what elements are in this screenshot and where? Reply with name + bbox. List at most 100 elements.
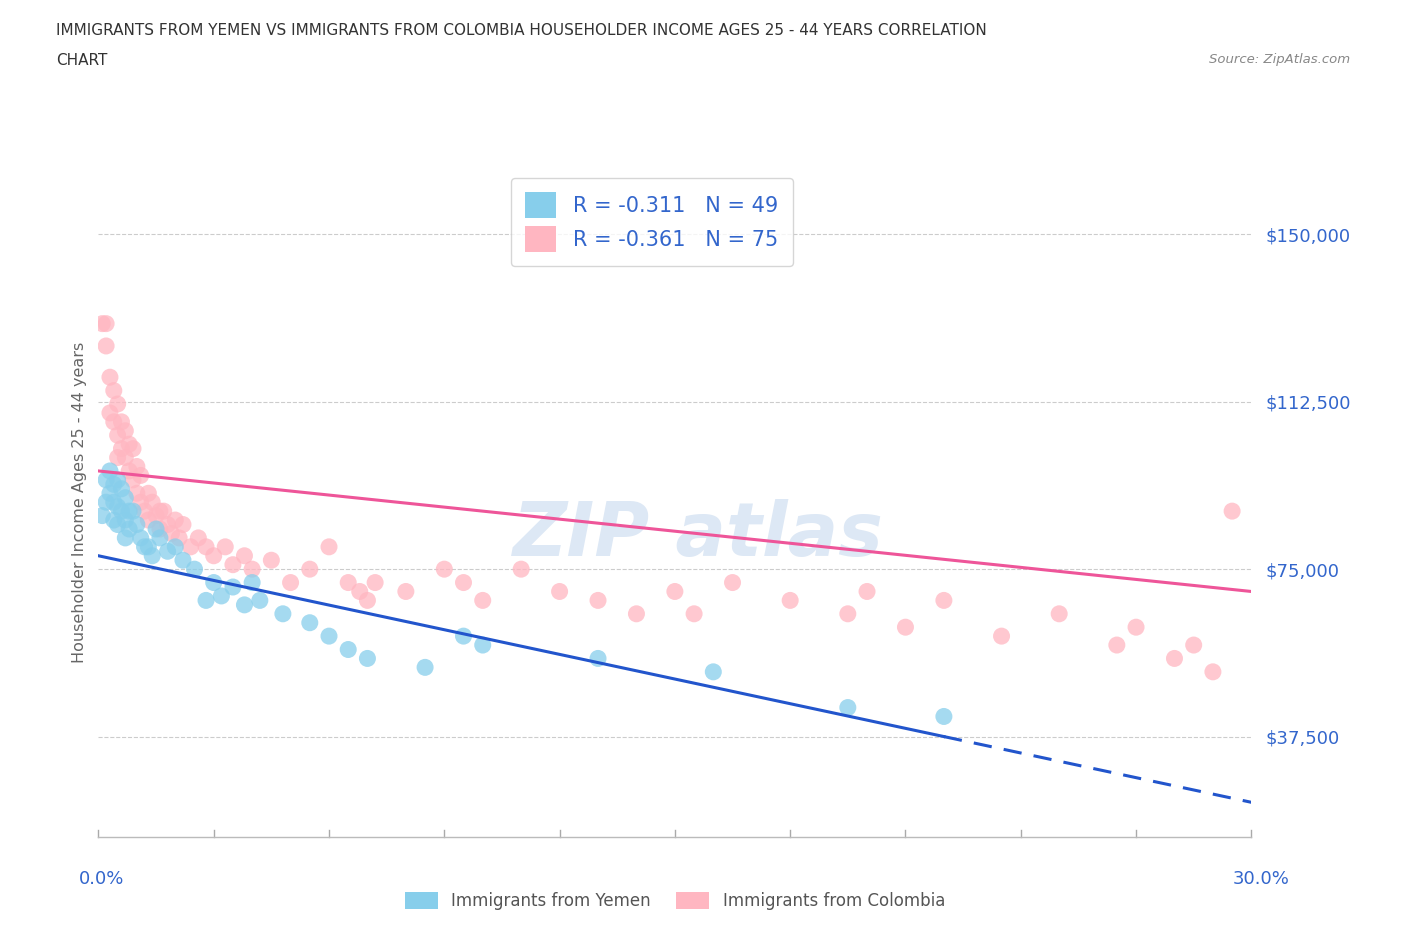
Point [138,539,160,554]
Point [110,482,132,497]
Point [1105,638,1128,653]
Point [1220,504,1243,519]
Point [349,584,371,599]
Point [94,339,117,353]
Point [114,490,136,505]
Point [172,552,194,567]
Point [138,512,160,527]
Point [172,517,194,532]
Point [114,450,136,465]
Point [134,504,156,519]
Point [114,530,136,545]
Point [337,575,360,590]
Point [134,539,156,554]
Point [125,485,148,500]
Point [1182,638,1205,653]
Point [138,485,160,500]
Point [125,459,148,474]
Point [1047,606,1070,621]
Point [364,575,387,590]
Point [453,629,475,644]
Point [118,522,141,537]
Point [149,504,172,519]
Point [183,562,205,577]
Text: IMMIGRANTS FROM YEMEN VS IMMIGRANTS FROM COLOMBIA HOUSEHOLDER INCOME AGES 25 - 4: IMMIGRANTS FROM YEMEN VS IMMIGRANTS FROM… [56,23,987,38]
Point [122,504,145,519]
Point [103,477,125,492]
Point [195,539,218,554]
Point [103,415,125,430]
Point [990,629,1012,644]
Point [433,562,456,577]
Point [298,562,321,577]
Point [837,700,859,715]
Point [94,495,117,510]
Point [1163,651,1185,666]
Point [118,437,141,452]
Point [145,508,167,523]
Point [471,593,494,608]
Point [103,383,125,398]
Point [356,651,378,666]
Point [318,629,340,644]
Point [586,593,609,608]
Point [94,316,117,331]
Point [94,472,117,487]
Point [160,526,183,541]
Point [356,593,378,608]
Point [214,539,236,554]
Point [180,539,202,554]
Text: 0.0%: 0.0% [79,870,124,888]
Point [107,396,129,411]
Point [91,316,114,331]
Point [233,549,256,564]
Point [702,664,724,679]
Point [932,593,955,608]
Text: ZIP atlas: ZIP atlas [513,499,883,572]
Point [240,562,263,577]
Point [202,575,225,590]
Point [165,512,187,527]
Point [141,549,163,564]
Point [98,370,121,385]
Point [156,517,179,532]
Text: 30.0%: 30.0% [1233,870,1289,888]
Point [664,584,686,599]
Point [271,606,294,621]
Point [125,517,148,532]
Point [129,530,152,545]
Point [510,562,533,577]
Point [337,642,360,657]
Point [395,584,418,599]
Point [110,504,132,519]
Point [209,589,232,604]
Point [195,593,218,608]
Point [1202,664,1225,679]
Point [222,557,245,572]
Point [1125,619,1147,634]
Point [107,428,129,443]
Point [107,517,129,532]
Text: Source: ZipAtlas.com: Source: ZipAtlas.com [1209,53,1350,66]
Point [453,575,475,590]
Point [626,606,648,621]
Point [98,405,121,420]
Point [932,709,955,724]
Point [122,472,145,487]
Point [114,512,136,527]
Point [187,530,209,545]
Point [107,472,129,487]
Point [222,579,245,594]
Point [233,597,256,612]
Point [91,508,114,523]
Point [298,616,321,631]
Point [165,539,187,554]
Point [118,504,141,519]
Point [167,530,190,545]
Point [149,522,172,537]
Point [156,544,179,559]
Point [249,593,271,608]
Point [280,575,302,590]
Point [413,660,436,675]
Point [856,584,879,599]
